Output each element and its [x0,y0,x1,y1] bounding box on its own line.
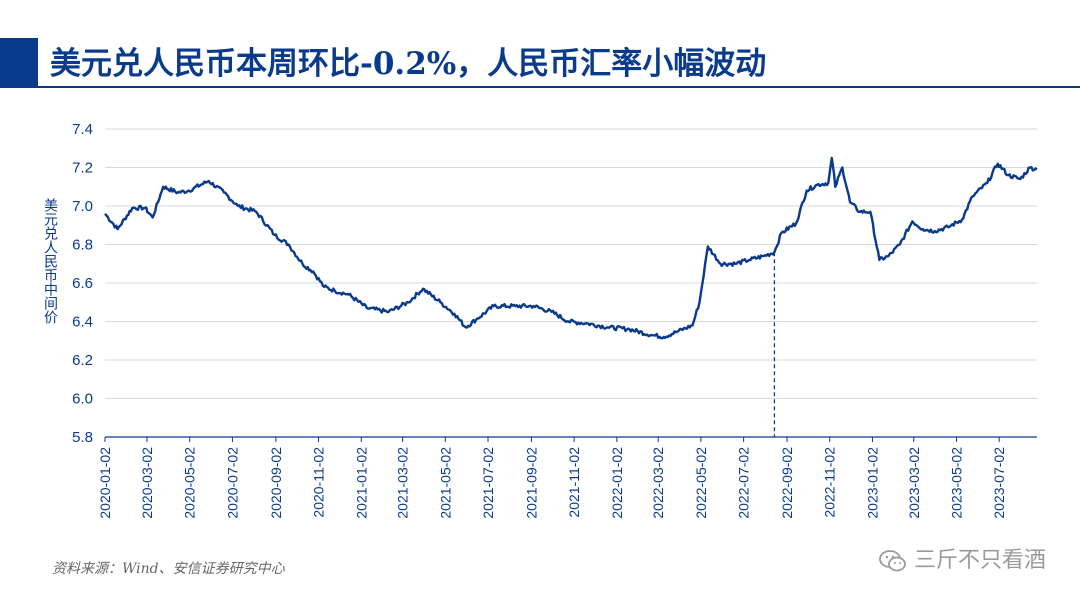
x-tick-label: 2022-11-02 [822,447,838,518]
x-tick-label: 2022-03-02 [650,447,666,519]
x-tick-label: 2023-07-02 [991,447,1007,519]
y-tick-label: 6.0 [72,391,93,408]
watermark: 三斤不只看酒 [878,546,1046,576]
x-tick-label: 2021-03-02 [395,447,411,519]
y-tick-label: 6.6 [72,275,93,292]
x-tick-label: 2023-05-02 [948,447,964,519]
x-tick-label: 2020-09-02 [268,447,284,519]
x-tick-label: 2020-07-02 [224,447,240,519]
x-tick-label: 2023-01-02 [864,447,880,519]
y-tick-label: 6.2 [72,352,93,369]
series-line-0 [104,156,1038,340]
title-accent-block [0,38,38,86]
x-tick-label: 2021-11-02 [566,447,582,518]
x-tick-label: 2022-01-02 [609,447,625,519]
x-tick-label: 2022-07-02 [736,447,752,519]
x-tick-label: 2021-01-02 [353,447,369,519]
source-note: 资料来源：Wind、安信证券研究中心 [52,561,285,577]
y-tick-label: 6.4 [72,314,93,331]
y-axis-label: 美元兑人民币中间价 [42,198,58,324]
y-tick-label: 7.4 [72,121,93,138]
x-tick-label: 2021-07-02 [480,447,496,519]
x-tick-label: 2021-05-02 [437,447,453,519]
x-tick-label: 2020-11-02 [311,447,327,518]
x-tick-label: 2022-05-02 [693,447,709,519]
page-title: 美元兑人民币本周环比-0.2%，人民币汇率小幅波动 [50,46,767,82]
y-tick-label: 6.8 [72,237,93,254]
y-tick-label: 7.0 [72,198,93,215]
x-tick-label: 2020-05-02 [182,447,198,519]
x-tick-label: 2021-09-02 [523,447,539,519]
wechat-icon [879,550,906,572]
y-tick-label: 7.2 [72,160,93,177]
watermark-text: 三斤不只看酒 [913,548,1046,573]
x-tick-label: 2022-09-02 [779,447,795,519]
x-tick-label: 2020-03-02 [139,447,155,519]
y-tick-label: 5.8 [72,429,93,446]
title-underline [0,86,1080,88]
x-tick-label: 2023-03-02 [906,447,922,519]
x-tick-label: 2020-01-02 [97,447,113,519]
